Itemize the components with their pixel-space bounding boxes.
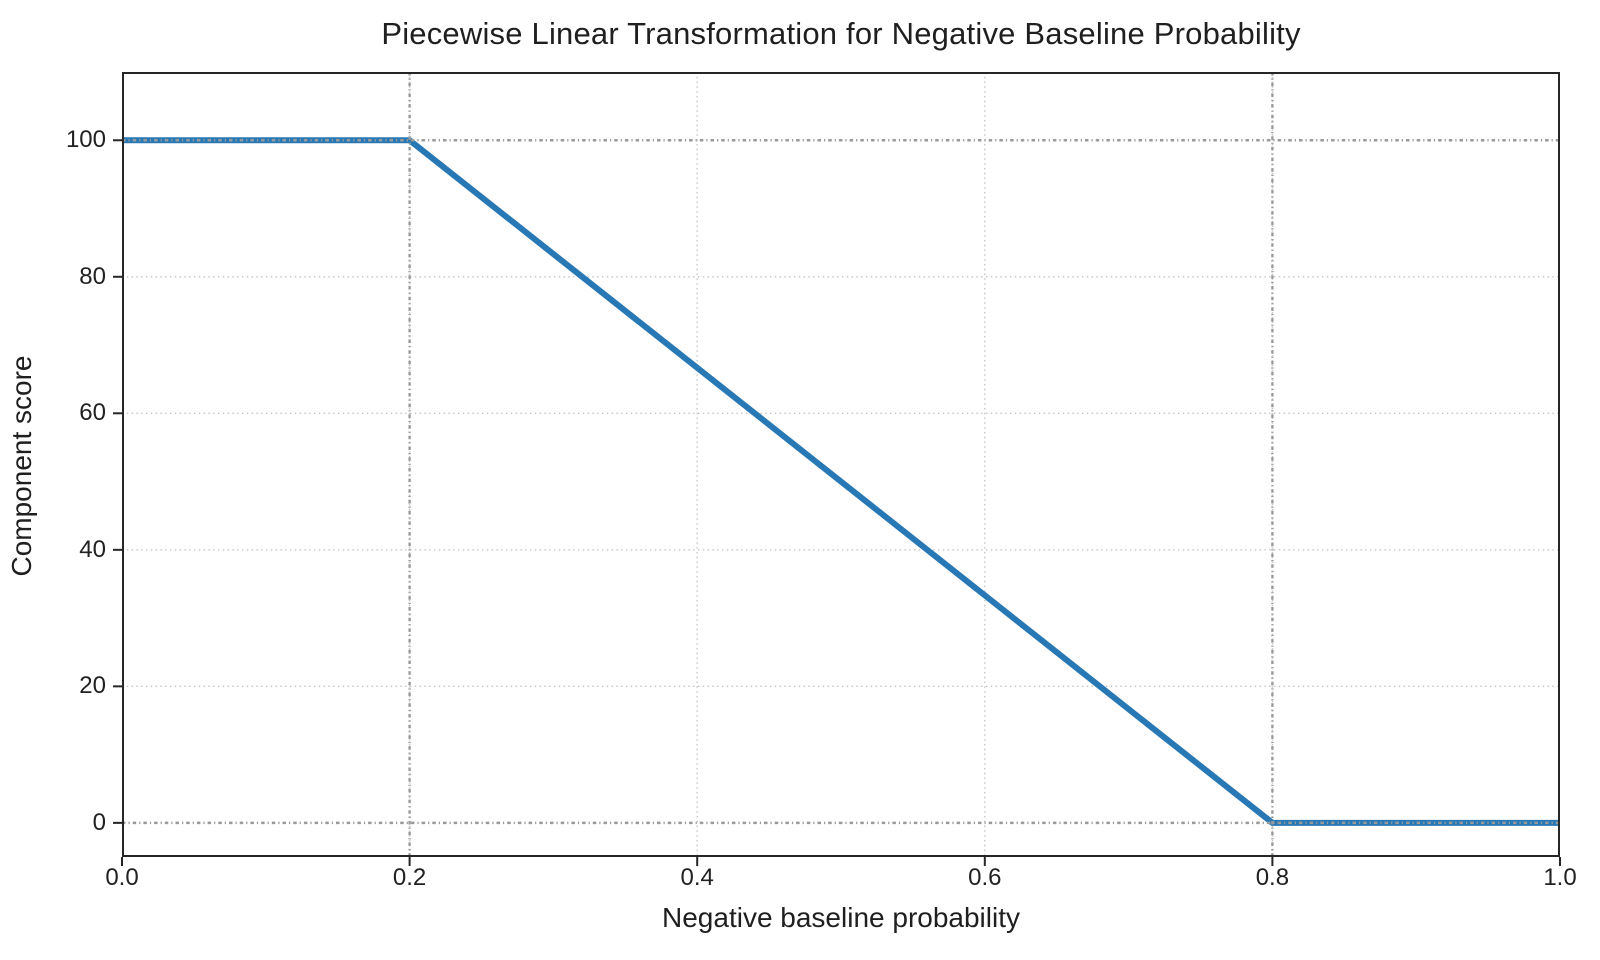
- x-tick-label: 0.2: [392, 864, 427, 891]
- chart-svg: [113, 72, 1561, 866]
- y-tick-label: 80: [79, 262, 106, 290]
- y-tick-label: 20: [79, 672, 106, 700]
- y-tick-label: 60: [79, 399, 106, 427]
- x-tick-label: 0.8: [1255, 864, 1290, 891]
- y-tick-label: 40: [79, 535, 106, 563]
- plot-area: [113, 72, 1561, 866]
- y-tick-labels: 0 20 40 60 80 100: [0, 72, 106, 857]
- x-tick-labels: 0.0 0.2 0.4 0.6 0.8 1.0: [105, 864, 1576, 894]
- data-line: [122, 137, 1560, 826]
- x-tick-label: 0.6: [968, 864, 1002, 891]
- x-tick-label: 0.0: [105, 864, 139, 891]
- x-axis-label: Negative baseline probability: [662, 902, 1020, 933]
- y-tick-label: 0: [92, 808, 106, 836]
- x-tick-label: 1.0: [1543, 864, 1577, 891]
- axes-spines: [122, 72, 1560, 857]
- x-tick-label: 0.4: [680, 864, 714, 891]
- chart-title: Piecewise Linear Transformation for Nega…: [381, 16, 1301, 51]
- y-tick-label: 100: [65, 126, 106, 154]
